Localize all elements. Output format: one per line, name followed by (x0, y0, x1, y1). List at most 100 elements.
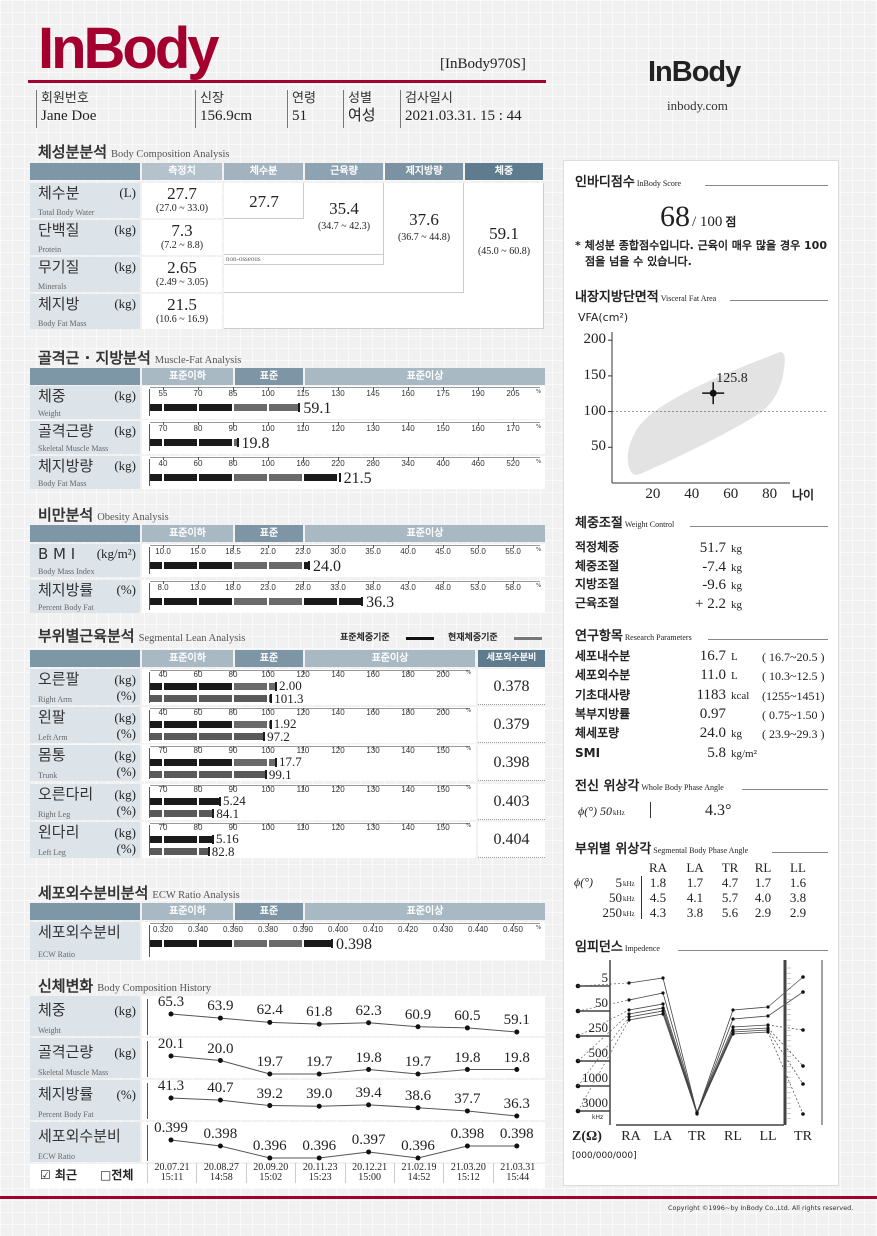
zone-above: 표준이상 (305, 368, 545, 385)
tick-label: 0.360 (222, 925, 244, 934)
tick-label: 80 (193, 424, 203, 433)
tick-mark (408, 923, 409, 926)
kg-bar-segment (234, 759, 267, 767)
label-ko: 체지방량 (38, 457, 94, 475)
date: 21.03.31 (500, 1162, 536, 1173)
unit: (L) (119, 185, 136, 200)
zone-above: 표준이상 (305, 525, 545, 542)
seg-phase-freq: 5 (615, 875, 623, 890)
seg-phase-value: 1.8 (649, 875, 667, 890)
tick-label: 0.450 (502, 925, 524, 934)
tick-label: 80 (193, 822, 203, 832)
zone-above: 표준이상 (305, 903, 545, 920)
tick-mark (513, 545, 514, 548)
percent-bar-segment (234, 771, 265, 779)
bar-value: 0.398 (336, 936, 372, 953)
impedance-title: 임피던스 Impedence (575, 940, 660, 957)
tick-label: 145 (366, 389, 380, 398)
percent-sign: % (466, 708, 471, 715)
percent-bar-segment (150, 733, 162, 741)
row-label: 왼팔 Left Arm (kg) (%) (30, 707, 140, 744)
unit-percent: (%) (116, 688, 137, 703)
tick-label: 33.0 (330, 583, 346, 592)
score-note: * 체성분 종합점수입니다. 근육이 매우 많을 경우 100점을 넘을 수 있… (575, 239, 827, 268)
label-ko: 체수분 (38, 184, 80, 202)
zone-above: 표준이상 (305, 650, 475, 667)
tick-mark (408, 784, 409, 788)
muscle_fat-bar-segment (234, 439, 237, 446)
phase-value: 4.3° (705, 802, 732, 819)
label-en: Trunk (38, 771, 58, 781)
tick-label: 100 (261, 784, 275, 794)
label-ko: B M I (38, 545, 76, 563)
axis-line (149, 547, 150, 574)
score-value: 68 (660, 200, 690, 233)
axis-line (149, 583, 150, 610)
zone-normal: 표준 (235, 903, 303, 920)
tick-label: 0.320 (152, 925, 174, 934)
tick-label: 200 (436, 708, 450, 718)
research-title: 연구항목 Research Parameters (575, 629, 692, 646)
phase-title-rule (742, 789, 828, 790)
seg_phase-subtitle: Segmental Body Phase Angle (653, 846, 749, 855)
tick-label: 58.0 (505, 583, 521, 592)
tick-label: 460 (471, 459, 485, 468)
research-value: 0.97 (699, 705, 726, 722)
impedance-segment-label: RA (621, 1129, 641, 1144)
kg-value: 17.7 (279, 754, 302, 770)
measured-cell: 21.5 (10.6 ~ 16.9) (142, 294, 222, 329)
tick-mark (233, 822, 234, 828)
tick-mark (233, 746, 234, 752)
history-value: 36.3 (503, 1096, 530, 1112)
label-en: ECW Ratio (38, 950, 75, 959)
scale-line (150, 746, 470, 748)
tick-mark (268, 784, 269, 788)
time: 14:52 (407, 1172, 431, 1183)
tick-label: 0.430 (432, 925, 454, 934)
date: 20.12.21 (352, 1162, 388, 1173)
tick-mark (373, 581, 374, 584)
obesity-subtitle: Obesity Analysis (97, 512, 169, 523)
label-en: Minerals (38, 282, 67, 291)
tick-mark (338, 581, 339, 584)
tick-label: 90 (228, 424, 238, 433)
label-en: Total Body Water (38, 208, 95, 217)
percent-bar-segment (164, 809, 197, 817)
tick-mark (443, 387, 444, 390)
seg-phase-value: 4.0 (754, 890, 772, 905)
tick-label: 200 (436, 670, 450, 679)
label-ko: 오른팔 (38, 670, 80, 688)
vfa-title-rule (730, 300, 828, 301)
recent-checkbox[interactable]: ☑ 최근 (40, 1168, 78, 1182)
research-label: SMI (575, 745, 601, 760)
research-label: 세포외수분 (575, 668, 631, 683)
seg-phase-freq: 50 (609, 890, 622, 905)
scale-line (150, 422, 540, 423)
tick-label: 150 (436, 784, 450, 794)
percent-sign: % (466, 822, 471, 829)
row-label-2: 무기질 Minerals (kg) (30, 257, 140, 292)
percent-bar-segment (199, 771, 232, 779)
ffm-value: 37.6 (409, 210, 439, 229)
tick-label: 100 (261, 746, 275, 756)
tick-mark (303, 670, 304, 675)
tick-mark (233, 670, 234, 675)
label-en: Right Leg (38, 809, 71, 819)
history-value: 38.6 (404, 1087, 432, 1104)
tick-mark (303, 581, 304, 586)
history-value: 62.4 (256, 1002, 283, 1019)
tick-mark (268, 545, 269, 548)
row-label: 골격근량 Skeletal Muscle Mass (kg) (30, 1038, 140, 1078)
all-checkbox[interactable]: □전체 (100, 1168, 134, 1182)
percent-value: 101.3 (274, 691, 304, 706)
tick-mark (478, 545, 479, 548)
tick-mark (303, 822, 304, 828)
tick-mark (338, 387, 339, 390)
time: 15:11 (160, 1172, 184, 1183)
header-blank-cell (30, 525, 140, 542)
tick-label: 0.380 (257, 925, 279, 934)
percent-bar-end (270, 694, 273, 703)
tick-label: 130 (331, 389, 345, 398)
tick-mark (163, 670, 164, 673)
tick-label: 110 (296, 424, 310, 433)
